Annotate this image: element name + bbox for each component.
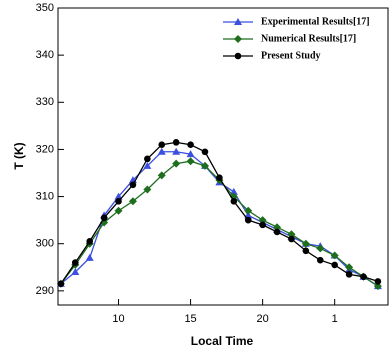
- marker: [374, 278, 382, 285]
- marker: [157, 147, 166, 155]
- marker: [301, 239, 310, 248]
- marker: [345, 271, 353, 278]
- marker: [200, 161, 209, 170]
- marker: [234, 52, 242, 60]
- marker: [172, 159, 181, 168]
- legend-label: Experimental Results[17]: [261, 16, 370, 27]
- series-line: [60, 141, 379, 285]
- marker: [201, 148, 209, 156]
- marker: [273, 223, 282, 232]
- marker: [115, 197, 122, 205]
- marker: [71, 268, 80, 275]
- marker: [85, 253, 94, 261]
- y-tick-label: 300: [36, 238, 54, 250]
- y-tick-label: 340: [36, 49, 54, 61]
- marker: [143, 161, 152, 169]
- marker: [258, 216, 267, 225]
- marker: [316, 256, 324, 264]
- x-tick-label: 10: [112, 313, 124, 325]
- marker: [86, 238, 94, 245]
- marker: [287, 230, 296, 239]
- marker: [57, 280, 65, 288]
- marker: [259, 221, 266, 229]
- y-tick-label: 310: [36, 190, 54, 202]
- marker: [316, 244, 325, 253]
- marker: [172, 139, 180, 146]
- marker: [114, 192, 123, 200]
- marker: [172, 147, 181, 155]
- x-axis-label: Local Time: [191, 334, 254, 348]
- marker: [100, 214, 108, 222]
- y-axis-label: T (K): [12, 142, 26, 169]
- marker: [302, 247, 310, 255]
- x-tick-label: 15: [184, 313, 196, 325]
- y-tick-label: 330: [36, 96, 54, 108]
- marker: [157, 171, 166, 180]
- marker: [230, 197, 238, 205]
- marker: [216, 174, 223, 182]
- y-tick-label: 290: [36, 285, 54, 297]
- marker: [114, 206, 123, 215]
- marker: [186, 150, 195, 158]
- x-tick-label: 20: [257, 313, 269, 325]
- marker: [330, 251, 339, 260]
- marker: [234, 18, 242, 25]
- marker: [234, 35, 242, 43]
- marker: [244, 216, 252, 224]
- marker: [229, 187, 238, 195]
- marker: [129, 181, 137, 189]
- marker: [288, 235, 295, 243]
- marker: [158, 141, 166, 149]
- marker: [373, 282, 382, 291]
- marker: [273, 228, 281, 236]
- legend-label: Present Study: [261, 50, 321, 61]
- marker: [187, 141, 194, 149]
- marker: [331, 261, 338, 269]
- legend-label: Numerical Results[17]: [261, 33, 356, 44]
- marker: [360, 273, 367, 281]
- marker: [144, 155, 151, 163]
- marker: [128, 197, 137, 206]
- x-tick-label: 1: [332, 313, 338, 325]
- marker: [186, 157, 195, 166]
- marker: [143, 185, 152, 194]
- y-tick-label: 350: [36, 2, 54, 14]
- marker: [71, 259, 79, 266]
- y-tick-label: 320: [36, 143, 54, 155]
- plot-frame: [57, 7, 389, 306]
- marker: [345, 263, 354, 272]
- marker: [244, 206, 253, 215]
